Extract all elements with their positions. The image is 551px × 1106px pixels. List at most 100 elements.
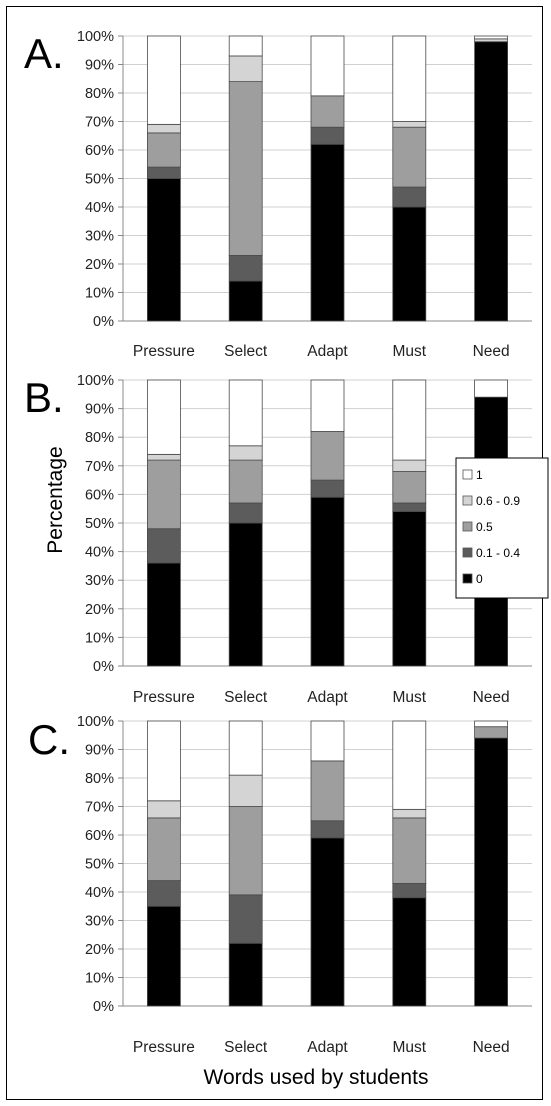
bar-segment-adapt-0_1_0_4 bbox=[310, 820, 345, 839]
y-tick-label: 10% bbox=[85, 630, 114, 646]
bar-segment-adapt-0 bbox=[310, 837, 345, 1007]
bar-segment-select-0 bbox=[228, 522, 263, 667]
bar-segment-select-0 bbox=[228, 942, 263, 1007]
legend-swatch bbox=[462, 521, 473, 532]
bar-segment-must-0 bbox=[392, 206, 427, 322]
x-category-label: Adapt bbox=[307, 1039, 348, 1056]
y-tick-label: 80% bbox=[85, 430, 114, 446]
x-category-label: Pressure bbox=[133, 343, 195, 360]
bar-segment-need-1 bbox=[474, 35, 509, 40]
y-tick-label: 90% bbox=[85, 58, 114, 74]
y-tick-label: 90% bbox=[85, 743, 114, 759]
y-tick-label: 0% bbox=[93, 314, 114, 330]
x-category-label: Need bbox=[473, 1039, 510, 1056]
x-category-label: Pressure bbox=[133, 1039, 195, 1056]
bar-segment-select-0_6_0_9 bbox=[228, 445, 263, 461]
x-category-label: Must bbox=[393, 343, 427, 360]
bar-segment-must-0_1_0_4 bbox=[392, 186, 427, 208]
y-tick-label: 30% bbox=[85, 573, 114, 589]
panels-group: A. 0% 10% 20% 30% 40% 50% 60% 70% 80% 90% 100% Press… bbox=[24, 29, 532, 1056]
y-tick-label: 40% bbox=[85, 885, 114, 901]
bar-segment-pressure-0_5 bbox=[146, 817, 181, 882]
y-tick-label: 80% bbox=[85, 771, 114, 787]
x-category-label: Must bbox=[393, 689, 427, 706]
x-category-label: Must bbox=[393, 1039, 427, 1056]
bar-segment-select-0_5 bbox=[228, 806, 263, 896]
y-tick-label: 60% bbox=[85, 143, 114, 159]
legend-label: 0.1 - 0.4 bbox=[476, 546, 520, 560]
bar-segment-need-0 bbox=[474, 737, 509, 1007]
panel-letter: C. bbox=[28, 716, 70, 763]
y-tick-label: 40% bbox=[85, 200, 114, 216]
y-tick-label: 30% bbox=[85, 914, 114, 930]
bar-segment-adapt-0_5 bbox=[310, 431, 345, 481]
bar-segment-need-1 bbox=[474, 379, 509, 398]
bar-segment-must-1 bbox=[392, 35, 427, 122]
y-tick-label: 60% bbox=[85, 487, 114, 503]
bar-segment-pressure-0_1_0_4 bbox=[146, 166, 181, 179]
x-category-label: Adapt bbox=[307, 689, 348, 706]
y-tick-label: 30% bbox=[85, 229, 114, 245]
bar-segment-need-0_5 bbox=[474, 726, 509, 739]
bar-segment-pressure-1 bbox=[146, 720, 181, 802]
panel-1: B. 0% 10% 20% 30% 40% 50% 60% 70% 80% 90% 100% Press… bbox=[24, 373, 532, 706]
x-category-label: Need bbox=[473, 689, 510, 706]
bar-segment-must-1 bbox=[392, 379, 427, 461]
panel-2: C. 0% 10% 20% 30% 40% 50% 60% 70% 80% 90% 100% Press… bbox=[28, 714, 532, 1056]
bar-segment-select-1 bbox=[228, 35, 263, 57]
bar-segment-pressure-0 bbox=[146, 178, 181, 322]
y-tick-label: 50% bbox=[85, 172, 114, 188]
y-tick-label: 10% bbox=[85, 286, 114, 302]
bar-segment-select-0_1_0_4 bbox=[228, 255, 263, 282]
bar-segment-pressure-0_1_0_4 bbox=[146, 880, 181, 907]
legend-swatch bbox=[462, 573, 473, 584]
panel-letter: A. bbox=[24, 30, 64, 77]
y-tick-label: 60% bbox=[85, 828, 114, 844]
bar-segment-pressure-0_5 bbox=[146, 459, 181, 530]
x-category-label: Select bbox=[224, 343, 268, 360]
y-tick-label: 40% bbox=[85, 545, 114, 561]
bar-segment-select-0_1_0_4 bbox=[228, 894, 263, 944]
bar-segment-adapt-0_5 bbox=[310, 95, 345, 128]
y-tick-label: 70% bbox=[85, 459, 114, 475]
y-tick-label: 20% bbox=[85, 942, 114, 958]
legend-items: 1 0.6 - 0.9 0.5 0.1 - 0.4 0 bbox=[462, 468, 520, 586]
bar-segment-must-1 bbox=[392, 720, 427, 810]
y-tick-label: 70% bbox=[85, 800, 114, 816]
bar-segment-select-0_5 bbox=[228, 459, 263, 504]
bar-segment-adapt-0_1_0_4 bbox=[310, 479, 345, 498]
bar-segment-must-0_5 bbox=[392, 126, 427, 188]
x-category-label: Pressure bbox=[133, 689, 195, 706]
bar-segment-must-0_5 bbox=[392, 471, 427, 504]
bar-segment-select-0_6_0_9 bbox=[228, 774, 263, 807]
bar-segment-select-0_6_0_9 bbox=[228, 55, 263, 83]
bar-segment-adapt-1 bbox=[310, 35, 345, 97]
bar-segment-need-0 bbox=[474, 41, 509, 322]
legend: 1 0.6 - 0.9 0.5 0.1 - 0.4 0 bbox=[455, 457, 549, 599]
y-tick-label: 20% bbox=[85, 257, 114, 273]
x-category-label: Select bbox=[224, 1039, 268, 1056]
bar-segment-select-0 bbox=[228, 280, 263, 322]
y-axis-label: Percentage bbox=[44, 446, 67, 553]
panel-0: A. 0% 10% 20% 30% 40% 50% 60% 70% 80% 90% 100% Press… bbox=[24, 29, 532, 360]
bar-segment-select-0_5 bbox=[228, 81, 263, 256]
y-tick-label: 100% bbox=[77, 714, 114, 730]
y-tick-label: 20% bbox=[85, 602, 114, 618]
bar-segment-adapt-0_1_0_4 bbox=[310, 126, 345, 145]
bar-segment-pressure-1 bbox=[146, 35, 181, 125]
y-tick-label: 100% bbox=[77, 373, 114, 389]
bar-segment-need-0_6_0_9 bbox=[474, 38, 509, 43]
legend-swatch bbox=[462, 469, 473, 480]
bar-segment-pressure-0_6_0_9 bbox=[146, 123, 181, 134]
bar-segment-must-0_6_0_9 bbox=[392, 459, 427, 472]
bar-segment-pressure-0 bbox=[146, 562, 181, 667]
legend-swatch bbox=[462, 547, 473, 558]
bar-segment-must-0_5 bbox=[392, 817, 427, 884]
bar-segment-must-0_1_0_4 bbox=[392, 502, 427, 512]
bar-segment-pressure-0_6_0_9 bbox=[146, 800, 181, 819]
y-tick-label: 0% bbox=[93, 999, 114, 1015]
bar-segment-select-0_1_0_4 bbox=[228, 502, 263, 524]
y-tick-label: 10% bbox=[85, 971, 114, 987]
bar-segment-adapt-1 bbox=[310, 720, 345, 762]
